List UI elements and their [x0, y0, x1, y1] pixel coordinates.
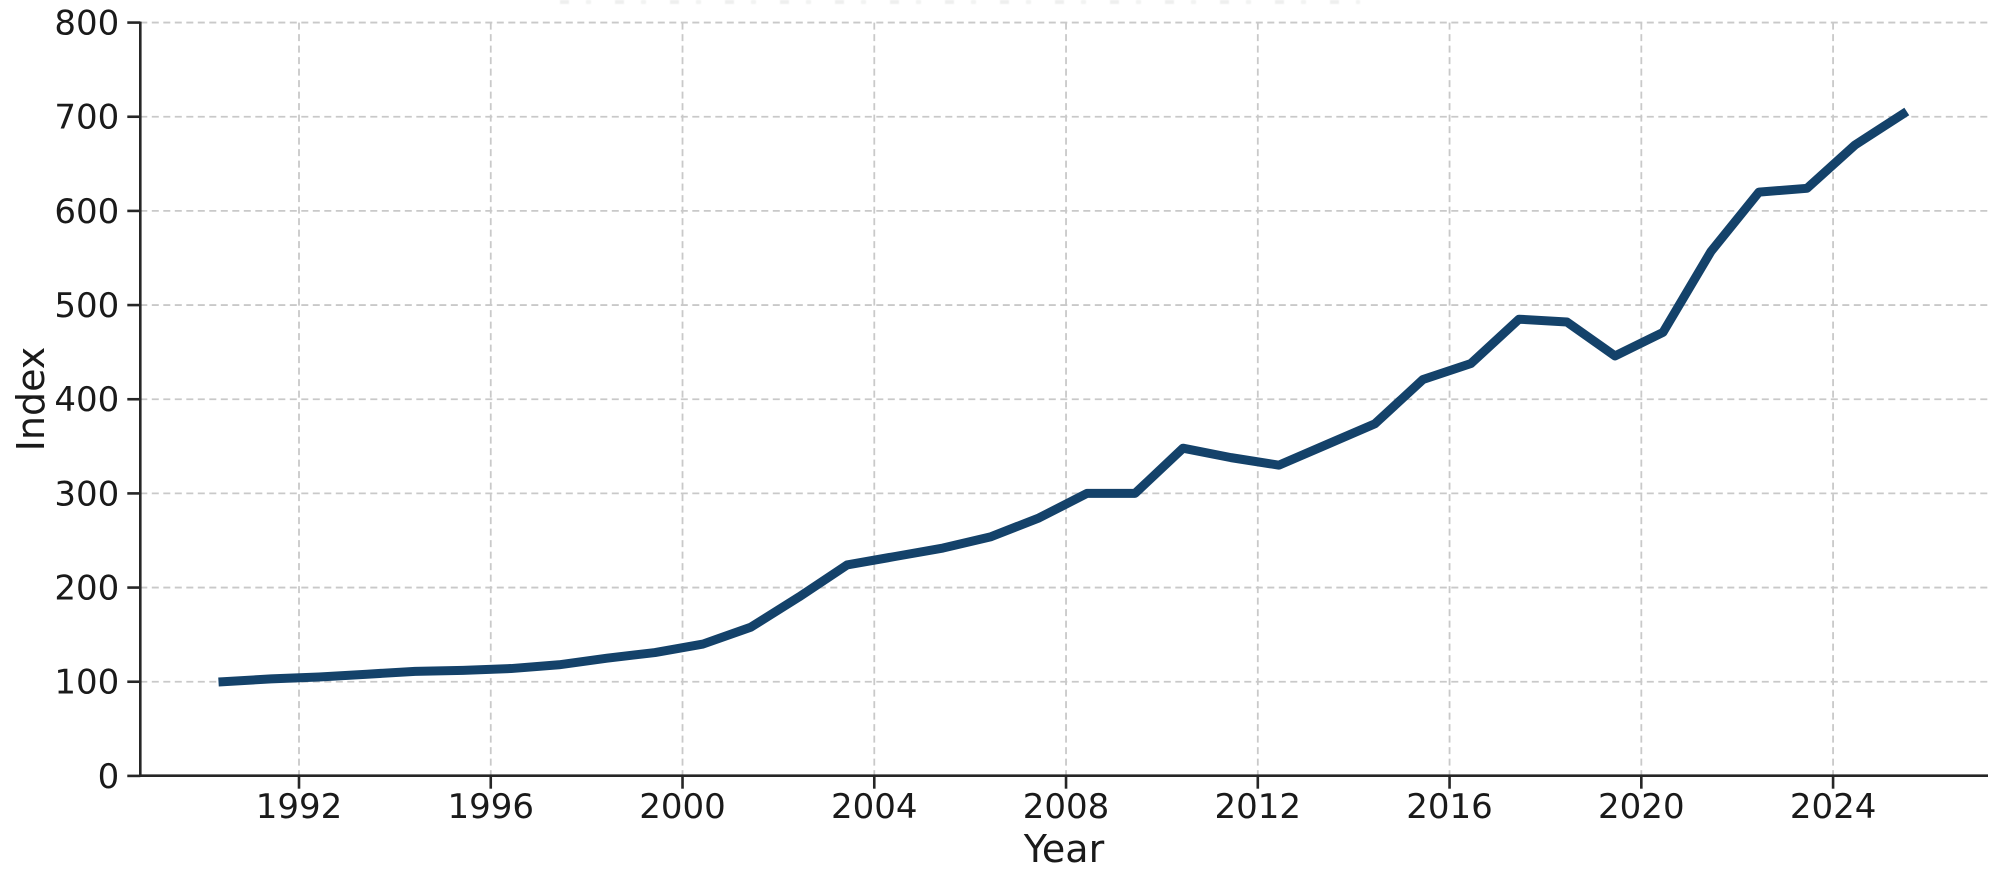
x-tick-label: 2004 [831, 787, 918, 827]
index-line-series [218, 107, 1910, 687]
y-tick-label: 400 [54, 380, 119, 420]
y-tick-label: 0 [98, 757, 120, 797]
y-gridlines [140, 21, 1988, 683]
y-tick-label: 300 [54, 474, 119, 514]
x-tick-label: 1996 [447, 787, 534, 827]
series-line-group [218, 107, 1910, 687]
y-tick-label: 500 [54, 286, 119, 326]
y-tick-labels: 0 100 200 300 400 500 600 700 800 [54, 4, 119, 797]
x-tick-labels: 1992 1996 2000 2004 2008 2012 2016 2020 2024 [256, 787, 1877, 827]
tick-marks [127, 21, 1835, 789]
x-tick-label: 2008 [1023, 787, 1110, 827]
y-tick-label: 200 [54, 569, 119, 609]
x-tick-label: 2000 [639, 787, 726, 827]
x-tick-label: 2016 [1406, 787, 1493, 827]
x-tick-label: 1992 [256, 787, 343, 827]
x-tick-label: 2024 [1790, 787, 1877, 827]
y-axis-title: Index [9, 347, 53, 452]
x-tick-label: 2012 [1215, 787, 1302, 827]
y-tick-label: 100 [54, 663, 119, 703]
y-tick-label: 800 [54, 4, 119, 44]
x-axis-title: Year [1023, 827, 1105, 871]
x-tick-label: 2020 [1598, 787, 1685, 827]
y-tick-label: 700 [54, 98, 119, 138]
y-tick-label: 600 [54, 192, 119, 232]
